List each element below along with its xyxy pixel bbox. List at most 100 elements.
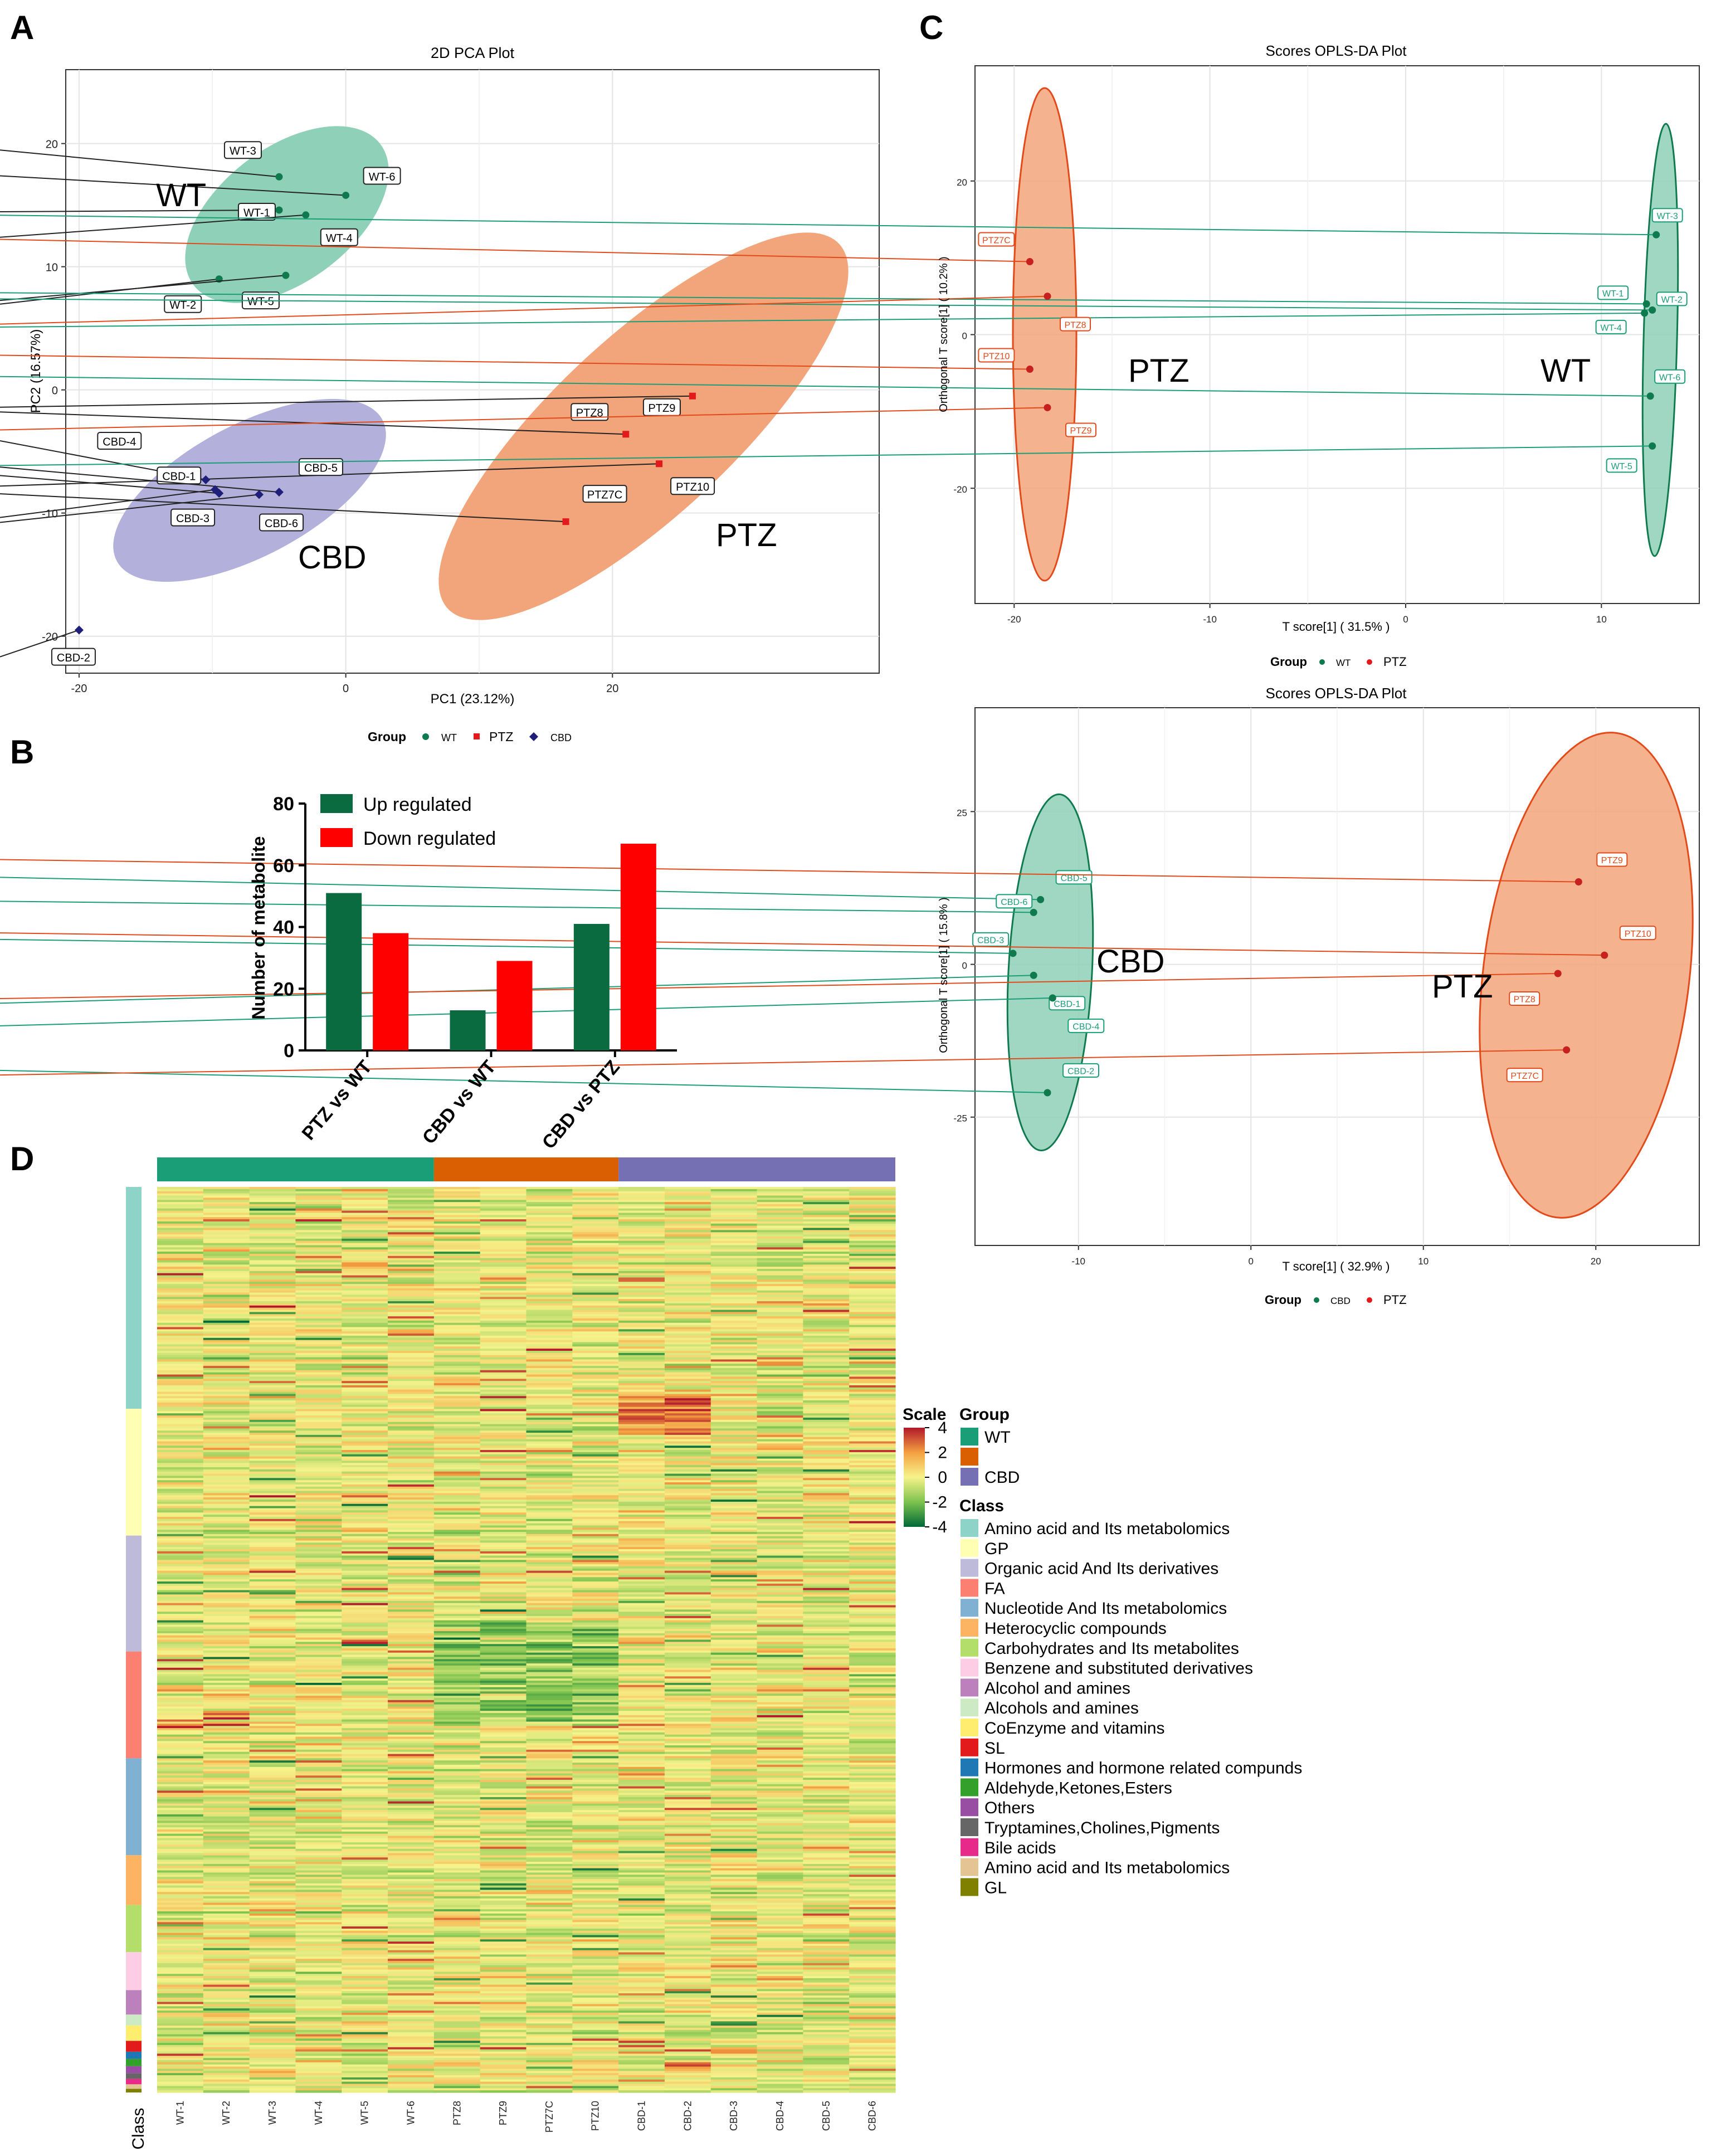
heatmap-cell [433, 1413, 481, 1416]
heatmap-cell [803, 1637, 850, 1641]
heatmap-cell [433, 1368, 481, 1371]
heatmap-cell [203, 1450, 250, 1453]
heatmap-cell [664, 1637, 711, 1641]
heatmap-cell [157, 1301, 204, 1304]
heatmap-cell [342, 1540, 388, 1543]
heatmap-cell [388, 1202, 435, 1205]
heatmap-cell [295, 1728, 342, 1731]
heatmap-cell [203, 1739, 250, 1741]
heatmap-cell [157, 1443, 204, 1446]
heatmap-cell [249, 1743, 296, 1746]
heatmap-cell [249, 1538, 296, 1541]
heatmap-cell [388, 1516, 435, 1520]
heatmap-cell [572, 1618, 619, 1621]
heatmap-cell [203, 1555, 250, 1559]
heatmap-cell [710, 1682, 758, 1686]
point-leader [0, 215, 1656, 236]
heatmap-cell [295, 1228, 342, 1230]
heatmap-cell [388, 1734, 435, 1738]
heatmap-cell [526, 1503, 573, 1507]
heatmap-cell [342, 1409, 388, 1412]
heatmap-cell [572, 1771, 619, 1774]
heatmap-cell [572, 1631, 619, 1634]
heatmap-cell [203, 1732, 250, 1735]
heatmap-cell [249, 1264, 296, 1267]
heatmap-cell [803, 1706, 850, 1709]
heatmap-cell [249, 1667, 296, 1671]
heatmap-cell [203, 1389, 250, 1393]
heatmap-cell [342, 1575, 388, 1578]
heatmap-cell [480, 1273, 527, 1276]
heatmap-cell [849, 1577, 896, 1580]
heatmap-cell [849, 1217, 896, 1220]
heatmap-cell [157, 1771, 204, 1774]
heatmap-cell [203, 1478, 250, 1481]
heatmap-cell [157, 1473, 204, 1477]
heatmap-cell [664, 1527, 711, 1530]
heatmap-cell [342, 1467, 388, 1470]
heatmap-cell [295, 1612, 342, 1614]
heatmap-cell [433, 1301, 481, 1304]
heatmap-cell [526, 1620, 573, 1623]
heatmap-cell [295, 1657, 342, 1659]
heatmap-cell [342, 1415, 388, 1418]
heatmap-cell [618, 1696, 665, 1698]
heatmap-cell [572, 1663, 619, 1666]
heatmap-cell [803, 1743, 850, 1746]
heatmap-cell [433, 1349, 481, 1351]
heatmap-cell [572, 1624, 619, 1627]
heatmap-cell [849, 1264, 896, 1267]
point-label-box [1509, 991, 1540, 1006]
heatmap-cell [664, 1577, 711, 1580]
opls1-legend-wt-marker [1319, 659, 1325, 665]
heatmap-cell [757, 1627, 803, 1629]
heatmap-cell [618, 1327, 665, 1330]
heatmap-cell [388, 1573, 435, 1576]
heatmap-cell [803, 1542, 850, 1545]
heatmap-cell [664, 1394, 711, 1396]
heatmap-cell [618, 1773, 665, 1776]
heatmap-cell [433, 1374, 481, 1378]
heatmap-cell [480, 1667, 527, 1671]
heatmap-cell [572, 1709, 619, 1711]
heatmap-cell [342, 1704, 388, 1707]
heatmap-cell [249, 1736, 296, 1740]
heatmap-cell [803, 1413, 850, 1416]
heatmap-cell [157, 1670, 204, 1673]
heatmap-cell [710, 1706, 758, 1709]
heatmap-cell [157, 1372, 204, 1375]
heatmap-cell [618, 1495, 665, 1498]
heatmap-cell [249, 1523, 296, 1526]
heatmap-cell [526, 1437, 573, 1440]
heatmap-cell [664, 1215, 711, 1218]
heatmap-cell [849, 1600, 896, 1604]
heatmap-cell [757, 1763, 803, 1765]
heatmap-cell [295, 1697, 342, 1701]
heatmap-cell [664, 1288, 711, 1291]
heatmap-cell [526, 1523, 573, 1526]
heatmap-cell [849, 1773, 896, 1776]
heatmap-cell [710, 1784, 758, 1787]
pca-xlabel: PC1 (23.12%) [431, 692, 515, 707]
heatmap-cell [849, 1736, 896, 1740]
point-leader [0, 938, 1013, 954]
heatmap-cell [433, 1741, 481, 1744]
heatmap-cell [710, 1672, 758, 1675]
heatmap-cell [849, 1342, 896, 1345]
heatmap-cell [664, 1426, 711, 1429]
heatmap-cell [757, 1500, 803, 1502]
heatmap-cell [710, 1303, 758, 1306]
heatmap-cell [849, 1301, 896, 1304]
heatmap-cell [803, 1221, 850, 1224]
heatmap-cell [803, 1452, 850, 1455]
heatmap-cell [203, 1639, 250, 1642]
heatmap-cell [849, 1778, 896, 1780]
heatmap-cell [618, 1349, 665, 1351]
heatmap-cell [388, 1352, 435, 1356]
heatmap-cell [618, 1590, 665, 1593]
heatmap-cell [480, 1448, 527, 1451]
heatmap-cell [526, 1618, 573, 1621]
heatmap-cell [157, 1788, 204, 1791]
heatmap-cell [618, 1269, 665, 1272]
bar-up [326, 893, 362, 1050]
